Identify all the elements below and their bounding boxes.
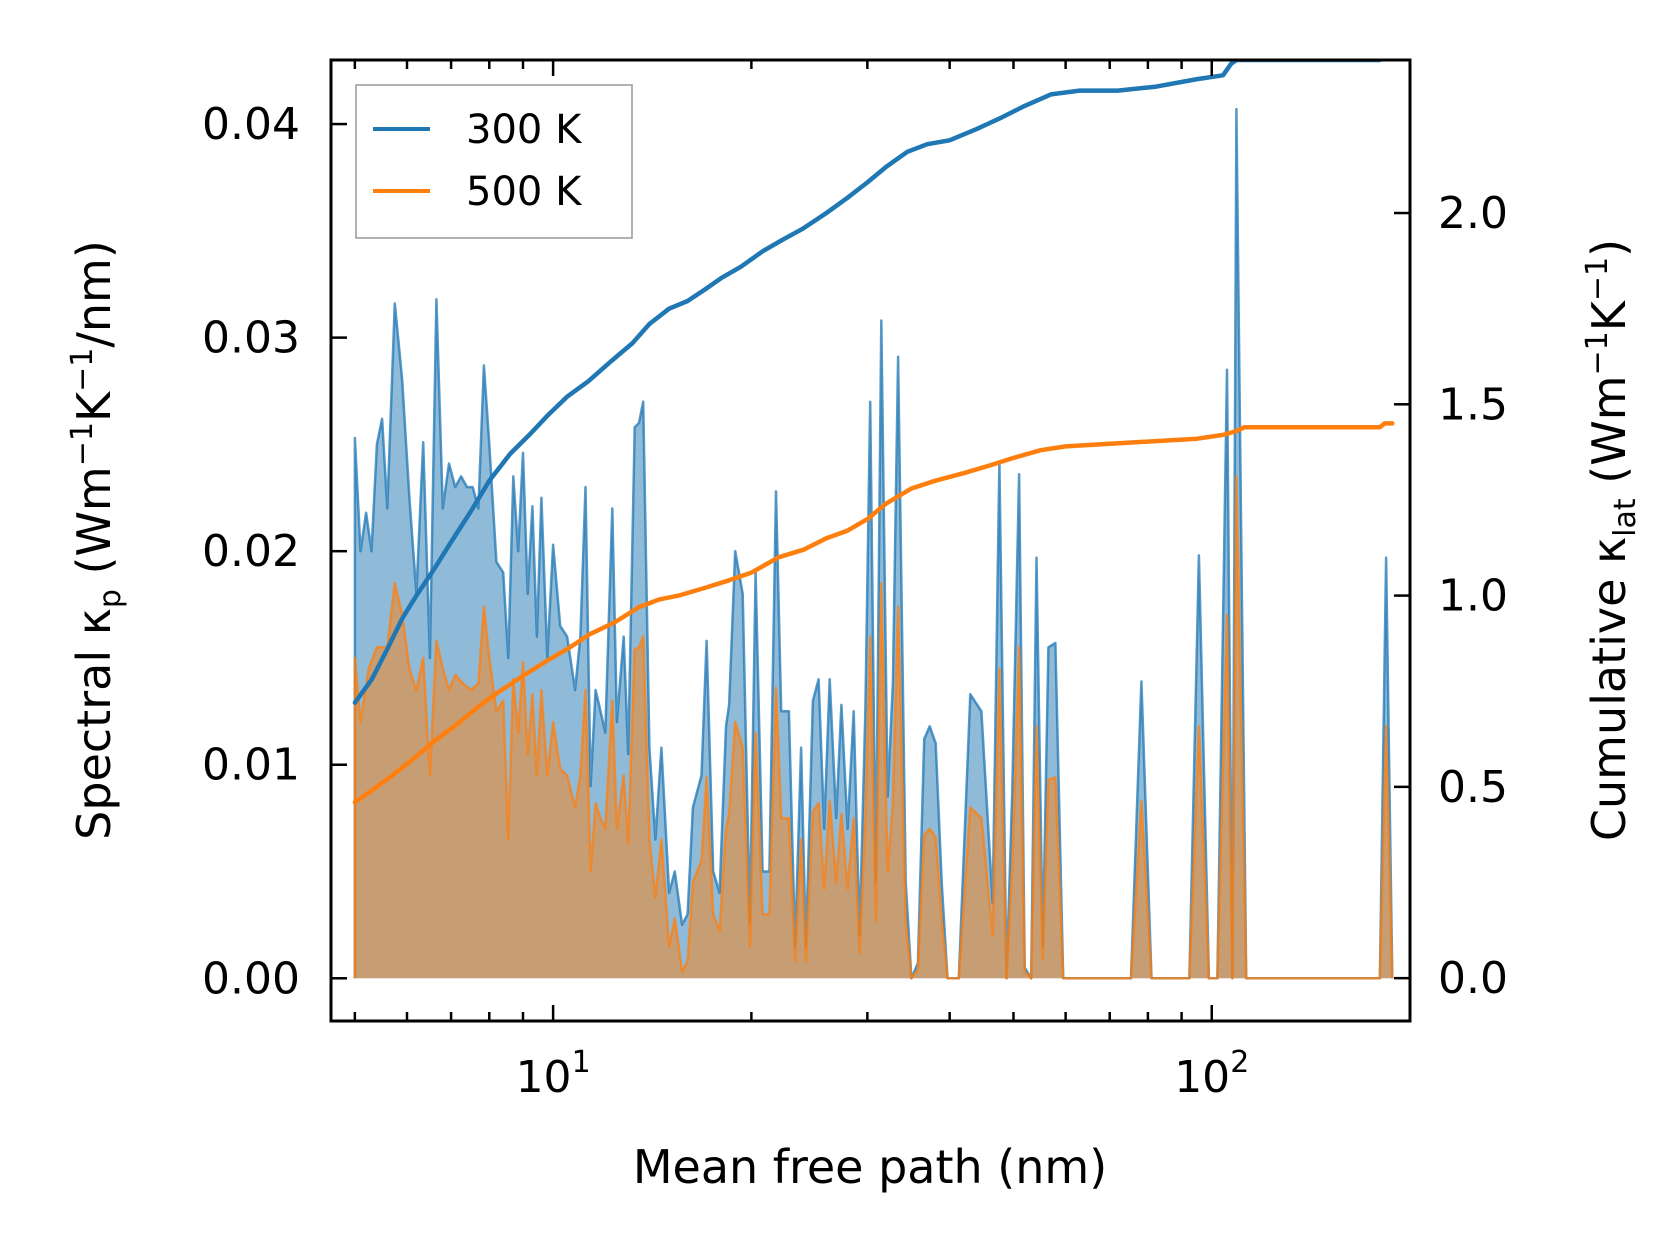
spectral-areas — [353, 107, 1394, 980]
cumulative-lines — [352, 60, 1395, 805]
y-right-tick-label: 2.0 — [1438, 188, 1508, 239]
y-right-tick-label: 1.5 — [1438, 379, 1508, 430]
y-right-title-mid: K — [1582, 299, 1636, 331]
y-left-tick-label: 0.03 — [202, 313, 300, 364]
legend-label-500k: 500 K — [466, 169, 583, 215]
legend-label-300k: 300 K — [466, 107, 583, 153]
y-left-title-main: Spectral κ — [67, 608, 121, 840]
y-left-title-rest: (Wm — [67, 466, 121, 589]
y-right-title-exp1: −1 — [1580, 331, 1615, 375]
y-left-title-mid: K — [67, 390, 121, 422]
plot-frame — [329, 58, 1412, 1023]
cumulative-line-300k — [352, 60, 1383, 705]
axis-ticks: 101 102 0.00 0.01 0.02 0.03 0.04 0.0 0.5 1.0 1.5 2.… — [202, 60, 1508, 1103]
y-left-tick-label: 0.01 — [202, 740, 300, 791]
x-axis-title: Mean free path (nm) — [633, 1140, 1107, 1194]
y-left-tick-label: 0.02 — [202, 526, 300, 577]
y-right-title-exp2: −1 — [1580, 257, 1615, 301]
spectral-line-500k — [353, 475, 1394, 980]
y-left-tick-label: 0.00 — [202, 953, 300, 1004]
x-tick-label: 102 — [1174, 1045, 1249, 1103]
y-right-tick-label: 0.0 — [1438, 953, 1508, 1004]
y-right-title-end: ) — [1582, 239, 1636, 257]
y-left-axis-title: Spectral κp (Wm−1K−1/nm) — [65, 240, 128, 840]
x-tick-label: 101 — [516, 1045, 591, 1103]
cumulative-line-500k — [352, 421, 1395, 805]
y-left-tick-label: 0.04 — [202, 99, 300, 150]
y-right-axis-title: Cumulative κlat (Wm−1K−1) — [1580, 239, 1643, 841]
y-right-tick-label: 0.5 — [1438, 762, 1508, 813]
legend: 300 K 500 K — [355, 84, 633, 239]
y-left-title-sub: p — [93, 589, 128, 608]
y-right-title-sub: lat — [1608, 498, 1643, 537]
y-right-title-rest: (Wm — [1582, 375, 1636, 498]
legend-box — [355, 84, 633, 239]
spectral-line-300k — [353, 107, 1394, 980]
y-right-title-main: Cumulative κ — [1582, 537, 1636, 841]
y-left-title-exp2: −1 — [65, 348, 100, 392]
y-right-tick-label: 1.0 — [1438, 571, 1508, 622]
y-left-title-exp1: −1 — [65, 422, 100, 466]
y-left-title-end: /nm) — [67, 240, 121, 347]
spectral-area-500k — [354, 476, 1393, 979]
